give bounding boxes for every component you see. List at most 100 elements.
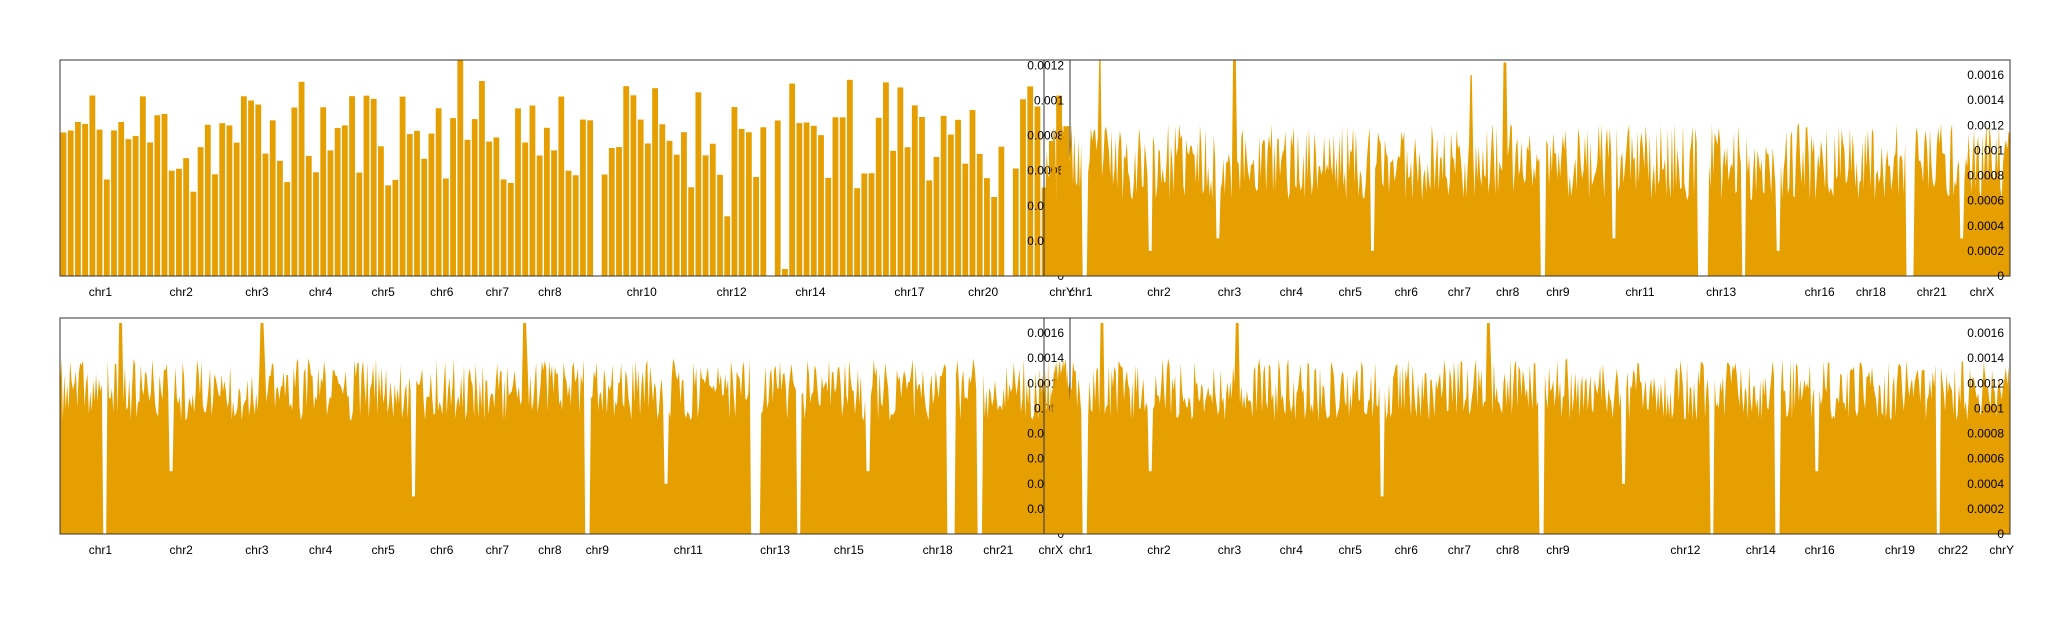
chromosome-label: chr14 [1746, 543, 1776, 557]
bar-32 [284, 182, 291, 276]
bar-65 [522, 142, 529, 276]
bar-74 [587, 120, 594, 276]
bar-118 [904, 147, 911, 276]
bar-42 [356, 172, 363, 276]
y-tick-label: 0.0012 [1967, 376, 2004, 390]
bar-108 [832, 117, 839, 276]
bar-53 [435, 108, 442, 276]
chromosome-label: chr2 [1147, 543, 1171, 557]
y-tick-label: 0.0016 [1967, 326, 2004, 340]
bar-57 [464, 139, 471, 276]
y-tick-label: 0.0016 [1967, 68, 2004, 82]
bar-6 [96, 129, 103, 276]
chromosome-label: chr5 [372, 285, 396, 299]
chromosome-label: chr5 [1339, 543, 1363, 557]
bar-66 [529, 105, 536, 276]
bar-3 [75, 121, 81, 276]
bar-92 [717, 174, 723, 276]
bar-103 [796, 123, 803, 276]
y-tick-label: 0.0006 [1967, 194, 2004, 208]
chromosome-label: chr17 [894, 285, 924, 299]
bar-13 [147, 142, 153, 276]
bar-58 [471, 119, 478, 276]
chromosome-label: chr13 [1706, 285, 1736, 299]
bar-22 [212, 174, 218, 276]
bar-26 [240, 96, 247, 277]
bar-90 [702, 155, 709, 276]
bar-110 [846, 79, 853, 276]
bar-77 [608, 148, 615, 276]
chromosome-label: chr20 [968, 285, 998, 299]
y-tick-label: 0.0004 [1967, 219, 2004, 233]
y-tick-label: 0.0012 [1967, 118, 2004, 132]
bar-104 [803, 122, 810, 277]
bar-130 [991, 196, 998, 276]
chromosome-label: chr15 [834, 543, 864, 557]
bar-85 [666, 140, 673, 276]
bar-73 [580, 119, 586, 276]
bar-131 [998, 146, 1005, 276]
chromosome-label: chr2 [1147, 285, 1171, 299]
bar-51 [421, 158, 428, 276]
bar-71 [565, 170, 572, 276]
bar-111 [854, 188, 860, 276]
chromosome-label: chr3 [1218, 543, 1242, 557]
chromosome-label: chr6 [430, 285, 454, 299]
bar-35 [305, 155, 312, 276]
bar-29 [262, 153, 269, 276]
bar-49 [406, 134, 413, 276]
bar-18 [183, 158, 190, 276]
bar-101 [782, 268, 788, 276]
chromosome-label: chr7 [1448, 285, 1472, 299]
bar-124 [947, 134, 954, 276]
bar-107 [825, 177, 832, 276]
bar-87 [681, 132, 687, 276]
chromosome-label: chr6 [1395, 285, 1419, 299]
y-tick-label: 0.0006 [1967, 452, 2004, 466]
chromosome-label: chr21 [1917, 285, 1947, 299]
bar-21 [204, 124, 211, 277]
bar-16 [168, 170, 175, 276]
bar-102 [789, 83, 796, 277]
chromosome-label: chr12 [717, 285, 747, 299]
bar-84 [659, 124, 666, 277]
y-tick-label: 0.001 [1974, 401, 2004, 415]
bar-128 [976, 153, 983, 276]
y-tick-label: 0.0002 [1967, 502, 2004, 516]
bar-46 [385, 185, 392, 276]
y-tick-label: 0 [1997, 269, 2004, 283]
bar-78 [616, 147, 622, 276]
bar-36 [313, 172, 319, 276]
y-tick-label: 0.0008 [1967, 169, 2004, 183]
chromosome-label: chr22 [1938, 543, 1968, 557]
bar-121 [926, 180, 933, 276]
chromosome-label: chrX [1970, 285, 1995, 299]
chromosome-label: chr18 [923, 543, 953, 557]
bar-24 [226, 125, 233, 276]
chromosome-label: chr3 [1218, 285, 1242, 299]
bar-80 [630, 95, 637, 276]
bar-89 [695, 92, 702, 276]
chromosome-label: chr7 [486, 285, 510, 299]
bar-69 [551, 150, 557, 276]
bar-86 [673, 154, 680, 276]
chromosome-label: chr9 [1546, 543, 1570, 557]
bar-83 [652, 88, 658, 276]
bar-109 [839, 117, 846, 276]
y-tick-label: 0 [1997, 527, 2004, 541]
chromosome-label: chr21 [983, 543, 1013, 557]
bar-11 [132, 135, 139, 276]
y-tick-label: 0.0014 [1027, 351, 1064, 365]
y-tick-label: 0.0012 [1027, 58, 1064, 72]
chromosome-label: chr11 [674, 543, 703, 557]
bar-95 [738, 128, 745, 276]
chromosome-label: chr8 [538, 543, 562, 557]
bar-114 [875, 117, 882, 276]
chromosome-label: chr1 [89, 543, 113, 557]
chromosome-label: chr7 [1448, 543, 1472, 557]
chromosome-label: chr8 [538, 285, 562, 299]
bar-113 [868, 173, 875, 276]
